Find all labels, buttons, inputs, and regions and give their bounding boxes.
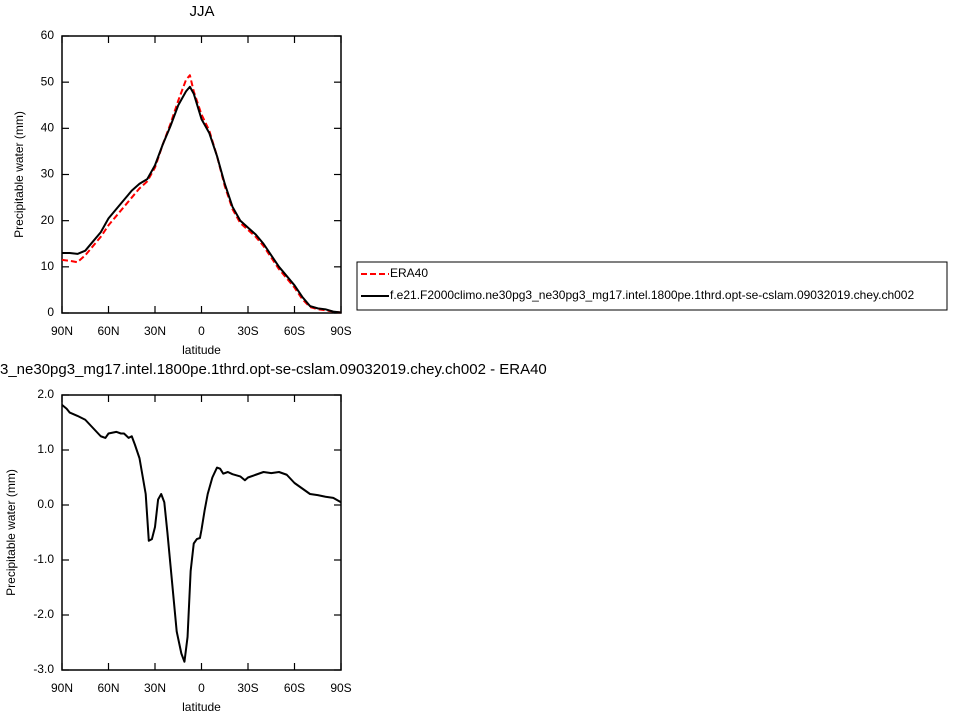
- y-tick-label: 0: [47, 305, 54, 319]
- x-tick-label: 60S: [284, 681, 305, 695]
- x-tick-label: 60N: [97, 324, 119, 338]
- x-axis-label: latitude: [182, 700, 221, 714]
- x-tick-label: 60S: [284, 324, 305, 338]
- legend-frame: [356, 261, 948, 311]
- y-tick-label: 30: [41, 167, 55, 181]
- x-tick-label: 0: [198, 324, 205, 338]
- x-tick-label: 60N: [97, 681, 119, 695]
- y-tick-label: 1.0: [37, 442, 54, 456]
- x-tick-label: 30N: [144, 681, 166, 695]
- x-tick-label: 0: [198, 681, 205, 695]
- y-tick-label: -2.0: [33, 607, 54, 621]
- data-line: [61, 404, 342, 663]
- y-tick-label: -3.0: [33, 662, 54, 676]
- plot-frame: [61, 35, 342, 314]
- y-axis-label: Precipitable water (mm): [4, 469, 18, 596]
- y-tick-label: 20: [41, 213, 55, 227]
- y-tick-label: -1.0: [33, 552, 54, 566]
- y-tick-label: 2.0: [37, 387, 54, 401]
- x-tick-label: 30S: [237, 324, 258, 338]
- legend-label: ERA40: [390, 266, 428, 280]
- chart-title: JJA: [189, 3, 214, 20]
- y-tick-label: 40: [41, 121, 55, 135]
- y-tick-label: 10: [41, 259, 55, 273]
- y-tick-label: 0.0: [37, 497, 54, 511]
- y-axis-label: Precipitable water (mm): [12, 111, 26, 238]
- x-tick-label: 90S: [330, 681, 351, 695]
- x-tick-label: 90N: [51, 324, 73, 338]
- x-tick-label: 90N: [51, 681, 73, 695]
- data-line: [62, 85, 342, 314]
- x-tick-label: 30N: [144, 324, 166, 338]
- x-axis-label: latitude: [182, 343, 221, 357]
- data-line: [61, 74, 342, 314]
- x-tick-label: 30S: [237, 681, 258, 695]
- y-tick-label: 60: [41, 28, 55, 42]
- x-tick-label: 90S: [330, 324, 351, 338]
- legend-label: f.e21.F2000climo.ne30pg3_ne30pg3_mg17.in…: [390, 288, 914, 302]
- y-tick-label: 50: [41, 74, 55, 88]
- chart-title: 3_ne30pg3_mg17.intel.1800pe.1thrd.opt-se…: [0, 361, 547, 378]
